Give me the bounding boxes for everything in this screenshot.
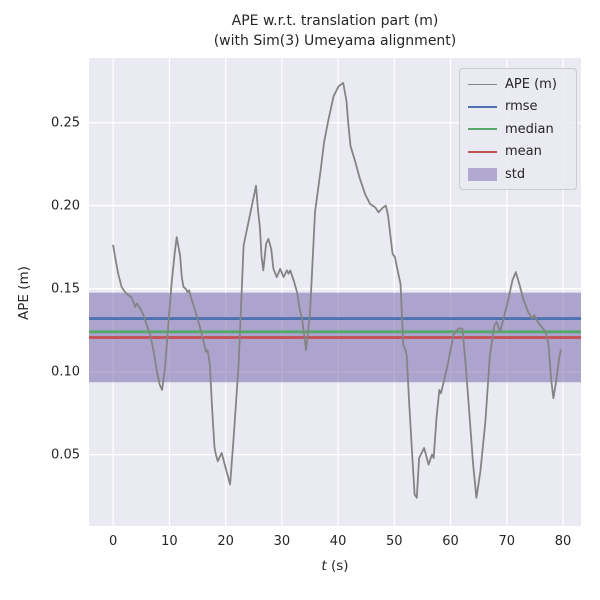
x-tick-label: 60 bbox=[442, 534, 459, 549]
chart-title: APE w.r.t. translation part (m) (with Si… bbox=[89, 11, 581, 51]
y-tick-label: 0.20 bbox=[51, 198, 80, 214]
x-axis-label-unit: (s) bbox=[326, 558, 349, 574]
x-tick-labels: 0 10 20 30 40 50 60 70 80 bbox=[0, 534, 600, 552]
x-tick-label: 10 bbox=[161, 534, 178, 549]
y-tick-labels: 0.05 0.10 0.15 0.20 0.25 bbox=[0, 0, 80, 600]
legend-item-label: median bbox=[505, 121, 554, 137]
chart-title-line2: (with Sim(3) Umeyama alignment) bbox=[213, 33, 457, 49]
x-tick-label: 40 bbox=[329, 534, 347, 549]
legend-item-label: std bbox=[505, 166, 526, 182]
legend-line-swatch bbox=[468, 150, 497, 153]
x-axis-label-symbol: t bbox=[321, 558, 327, 574]
y-tick-label: 0.25 bbox=[51, 115, 80, 131]
x-axis-label: t (s) bbox=[89, 558, 581, 574]
legend-item-label: rmse bbox=[505, 99, 538, 114]
legend-line-swatch bbox=[468, 128, 497, 130]
legend-item-std: std bbox=[468, 166, 567, 182]
x-tick-label: 30 bbox=[273, 534, 291, 549]
legend-item-label: APE (m) bbox=[505, 76, 557, 92]
x-tick-label: 80 bbox=[554, 534, 572, 549]
legend-line-swatch bbox=[468, 105, 497, 108]
y-tick-label: 0.05 bbox=[51, 447, 80, 463]
legend-patch-swatch bbox=[468, 167, 497, 181]
legend-item-label: mean bbox=[505, 144, 542, 159]
legend-line-swatch bbox=[468, 83, 497, 85]
x-tick-label: 50 bbox=[386, 534, 403, 549]
y-tick-label: 0.15 bbox=[51, 281, 80, 297]
x-tick-label: 20 bbox=[217, 534, 234, 549]
legend-item-rmse: rmse bbox=[468, 99, 567, 115]
legend-item-median: median bbox=[468, 121, 567, 137]
chart-title-line1: APE w.r.t. translation part (m) bbox=[231, 13, 439, 29]
legend-item-mean: mean bbox=[468, 144, 567, 160]
legend: APE (m) rmse median mean std bbox=[459, 68, 577, 190]
ape-curve bbox=[112, 82, 562, 499]
x-tick-label: 70 bbox=[498, 534, 516, 549]
x-tick-label: 0 bbox=[109, 534, 118, 549]
legend-item-apem: APE (m) bbox=[468, 76, 567, 92]
y-tick-label: 0.10 bbox=[51, 364, 80, 380]
